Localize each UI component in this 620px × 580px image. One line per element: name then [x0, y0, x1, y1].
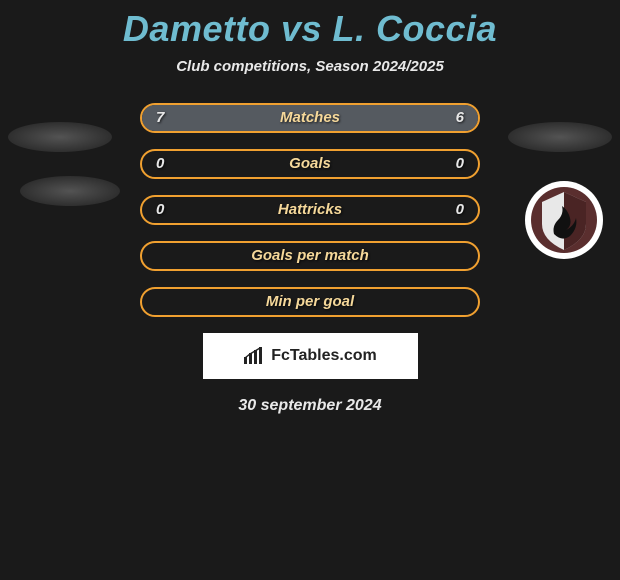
stat-label: Goals [142, 151, 478, 177]
bar-chart-icon [243, 347, 265, 365]
stat-value-left: 7 [156, 105, 164, 131]
subtitle: Club competitions, Season 2024/2025 [0, 58, 620, 75]
team-crest-icon [524, 180, 604, 260]
fctables-logo: FcTables.com [203, 333, 418, 379]
vs-label: vs [270, 8, 332, 49]
stat-value-left: 0 [156, 151, 164, 177]
stat-label: Hattricks [142, 197, 478, 223]
stat-value-right: 6 [456, 105, 464, 131]
stat-label: Goals per match [142, 243, 478, 269]
placeholder-ellipse [20, 176, 120, 206]
stat-row: Min per goal [140, 287, 480, 317]
stat-value-right: 0 [456, 151, 464, 177]
stat-row: Goals0 0 [140, 149, 480, 179]
placeholder-ellipse [508, 122, 612, 152]
stat-label: Matches [142, 105, 478, 131]
stat-value-right: 0 [456, 197, 464, 223]
placeholder-ellipse [8, 122, 112, 152]
logo-text: FcTables.com [271, 347, 377, 365]
footer-date: 30 september 2024 [0, 397, 620, 415]
stat-row: Matches7 6 [140, 103, 480, 133]
stat-row: Goals per match [140, 241, 480, 271]
stat-row: Hattricks0 0 [140, 195, 480, 225]
page-title: Dametto vs L. Coccia [0, 0, 620, 50]
stat-value-left: 0 [156, 197, 164, 223]
player-b-name: L. Coccia [333, 8, 498, 49]
player-a-name: Dametto [123, 8, 271, 49]
stat-label: Min per goal [142, 289, 478, 315]
